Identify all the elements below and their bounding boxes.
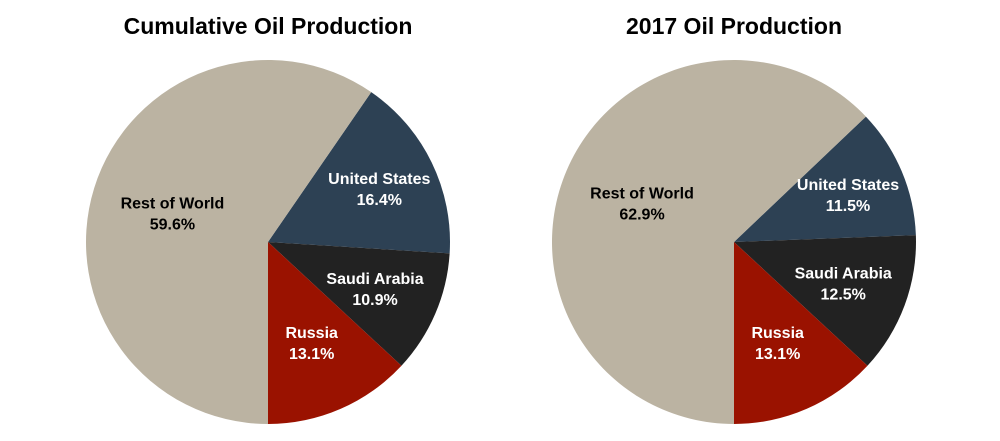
slice-category-label: United States	[797, 177, 899, 194]
pie-labels-cumulative: United States 16.4% Saudi Arabia 10.9% Russi…	[121, 171, 431, 363]
pie-slice-russia	[734, 242, 868, 424]
slice-category-label: Rest of World	[121, 195, 225, 212]
slice-value-label: 12.5%	[821, 286, 866, 303]
pie-slice-united-states	[734, 116, 916, 242]
chart-title-cumulative: Cumulative Oil Production	[124, 13, 413, 39]
slice-value-label: 16.4%	[357, 192, 402, 209]
pie-slice-united-states	[268, 92, 450, 254]
pie-slices-2017	[552, 59, 916, 424]
slice-category-label: Russia	[285, 325, 338, 342]
pie-slice-saudi-arabia	[268, 242, 450, 366]
pie-slices-cumulative	[86, 60, 450, 425]
pie-slice-saudi-arabia	[734, 235, 916, 366]
pie-labels-2017: United States 11.5% Saudi Arabia 12.5% Russi…	[590, 177, 899, 363]
slice-category-label: Rest of World	[590, 186, 694, 203]
pie-chart-2017: 2017 Oil Production United States 11.5% Sa…	[552, 13, 916, 424]
slice-value-label: 13.1%	[755, 346, 800, 363]
slice-value-label: 10.9%	[352, 292, 397, 309]
pie-slice-russia	[268, 242, 402, 424]
slice-category-label: Saudi Arabia	[795, 265, 892, 282]
slice-value-label: 59.6%	[150, 216, 195, 233]
slice-category-label: Saudi Arabia	[326, 271, 423, 288]
slice-value-label: 62.9%	[619, 207, 664, 224]
pie-chart-cumulative: Cumulative Oil Production United States 1…	[86, 13, 450, 425]
slice-value-label: 13.1%	[289, 346, 334, 363]
slice-value-label: 11.5%	[826, 198, 870, 215]
slice-category-label: United States	[328, 171, 430, 188]
pie-slice-rest-of-world	[86, 60, 372, 425]
chart-title-2017: 2017 Oil Production	[626, 13, 842, 39]
slice-category-label: Russia	[751, 325, 804, 342]
pie-slice-rest-of-world	[552, 59, 866, 424]
